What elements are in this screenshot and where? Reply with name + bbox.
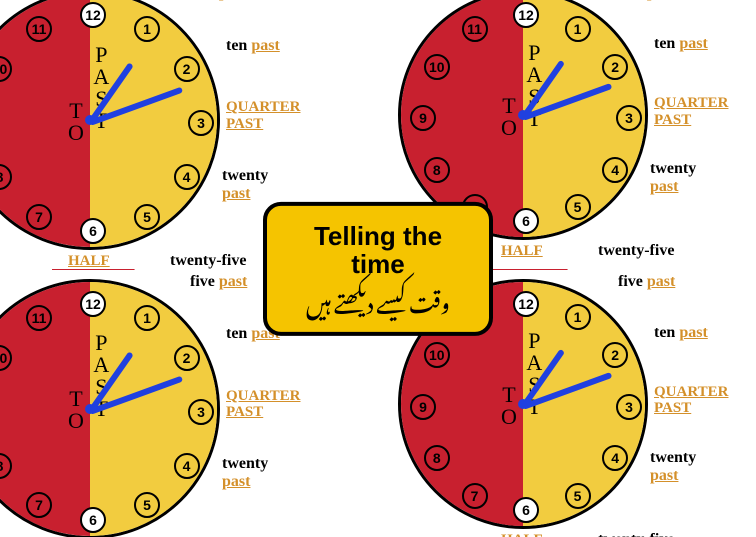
clock-num-4: 4 bbox=[602, 157, 628, 183]
title-banner: Telling the time وقت کیسے دیکھتے ہیں bbox=[263, 201, 493, 335]
clock-num-1: 1 bbox=[565, 16, 591, 42]
label-ten-past: ten past bbox=[654, 324, 708, 342]
label-half: HALF bbox=[501, 242, 543, 260]
label-twentyfive: twenty-five bbox=[598, 242, 674, 260]
clock-num-1: 1 bbox=[134, 16, 160, 42]
banner-ur: وقت کیسے دیکھتے ہیں bbox=[287, 283, 469, 316]
to-label: TO bbox=[501, 95, 518, 139]
clock-num-2: 2 bbox=[602, 54, 628, 80]
clock-num-3: 3 bbox=[616, 394, 642, 420]
clock-num-3: 3 bbox=[188, 110, 214, 136]
label-twenty-past: twentypast bbox=[222, 455, 268, 491]
clock-num-7: 7 bbox=[26, 492, 52, 518]
label-oclock: O'CLOCK bbox=[485, 269, 568, 273]
clock-hub bbox=[518, 110, 528, 120]
label-half: HALF bbox=[501, 531, 543, 537]
clock-num-4: 4 bbox=[174, 453, 200, 479]
clock-num-4: 4 bbox=[602, 445, 628, 471]
clock-num-9: 9 bbox=[410, 394, 436, 420]
label-five-past: five past bbox=[190, 0, 247, 2]
clock-num-3: 3 bbox=[188, 399, 214, 425]
clock-num-6: 6 bbox=[513, 208, 539, 234]
to-label: TO bbox=[68, 388, 85, 432]
label-quarter-past: QUARTERPAST bbox=[226, 388, 300, 422]
clock-num-11: 11 bbox=[26, 305, 52, 331]
clock-num-5: 5 bbox=[565, 194, 591, 220]
clock-hub bbox=[85, 404, 95, 414]
clock-num-2: 2 bbox=[602, 342, 628, 368]
clock-num-10: 10 bbox=[424, 54, 450, 80]
clock-num-4: 4 bbox=[174, 164, 200, 190]
label-twenty-past: twentypast bbox=[650, 160, 696, 196]
clock-num-1: 1 bbox=[134, 305, 160, 331]
clock-num-2: 2 bbox=[174, 345, 200, 371]
clock-num-6: 6 bbox=[513, 497, 539, 523]
clock-num-5: 5 bbox=[134, 492, 160, 518]
clock-hub bbox=[518, 399, 528, 409]
banner-en: Telling the time bbox=[287, 221, 469, 278]
clock-num-2: 2 bbox=[174, 56, 200, 82]
to-label: TO bbox=[68, 100, 85, 144]
clock-num-12: 12 bbox=[513, 291, 539, 317]
clock-num-11: 11 bbox=[462, 16, 488, 42]
label-five-past: five past bbox=[190, 273, 247, 291]
label-oclock: O'CLOCK bbox=[52, 269, 135, 273]
clock-num-1: 1 bbox=[565, 304, 591, 330]
clock-num-7: 7 bbox=[26, 204, 52, 230]
clock-num-11: 11 bbox=[26, 16, 52, 42]
clock-num-6: 6 bbox=[80, 507, 106, 533]
clock-num-12: 12 bbox=[80, 2, 106, 28]
clock-num-10: 10 bbox=[424, 342, 450, 368]
clock-num-3: 3 bbox=[616, 105, 642, 131]
to-label: TO bbox=[501, 384, 518, 428]
label-ten-past: ten past bbox=[654, 35, 708, 53]
clock-num-7: 7 bbox=[462, 483, 488, 509]
label-five-past: five past bbox=[618, 0, 675, 2]
clock-hub bbox=[85, 115, 95, 125]
clock-2: 121234567891011TOPAST bbox=[0, 279, 220, 537]
label-quarter-past: QUARTERPAST bbox=[226, 99, 300, 133]
label-twentyfive: twenty-five bbox=[170, 252, 246, 269]
clock-num-8: 8 bbox=[424, 445, 450, 471]
clock-num-12: 12 bbox=[80, 291, 106, 317]
clock-0: 121234567891011TOPAST bbox=[0, 0, 220, 250]
label-twenty-past: twentypast bbox=[650, 449, 696, 485]
clock-num-5: 5 bbox=[134, 204, 160, 230]
label-quarter-past: QUARTERPAST bbox=[654, 95, 728, 129]
clock-num-12: 12 bbox=[513, 2, 539, 28]
label-quarter-past: QUARTERPAST bbox=[654, 384, 728, 418]
label-ten-past: ten past bbox=[226, 37, 280, 55]
label-half: HALF bbox=[68, 252, 110, 269]
clock-num-9: 9 bbox=[410, 105, 436, 131]
clock-num-5: 5 bbox=[565, 483, 591, 509]
label-twentyfive: twenty-five bbox=[598, 531, 674, 537]
label-five-past: five past bbox=[618, 273, 675, 291]
clock-num-8: 8 bbox=[424, 157, 450, 183]
clock-num-6: 6 bbox=[80, 218, 106, 244]
label-twenty-past: twentypast bbox=[222, 167, 268, 203]
